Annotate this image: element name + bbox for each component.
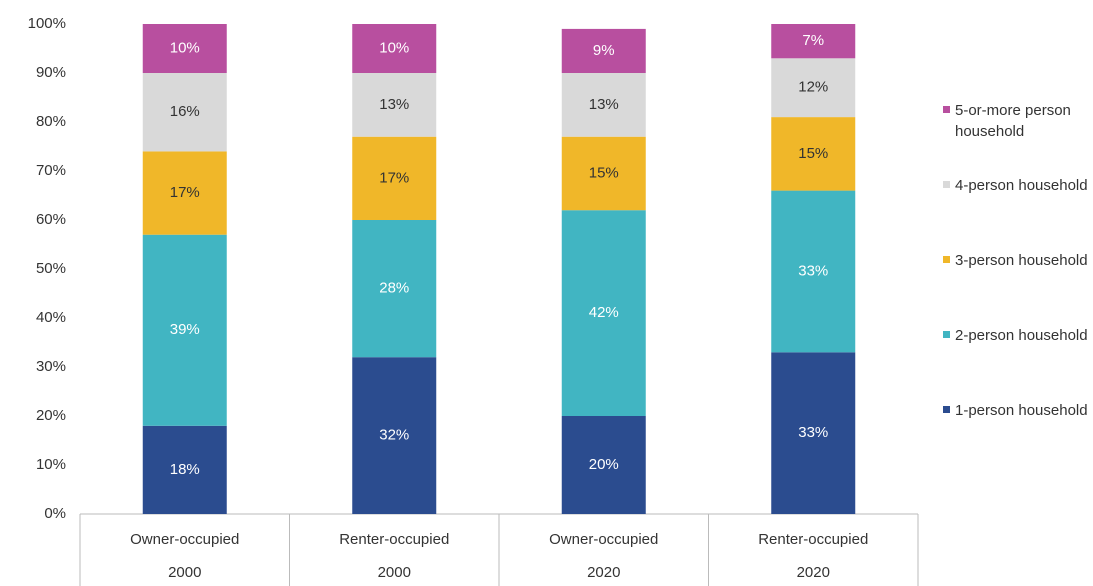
bar-segment (352, 73, 437, 137)
x-tick-label: Renter-occupied (758, 531, 868, 548)
bar-segment (771, 117, 856, 191)
bar-segment (771, 352, 856, 514)
legend-item: 2-person household (943, 325, 1093, 400)
y-tick-label: 30% (36, 358, 66, 375)
bar-segment (352, 220, 437, 358)
data-label: 17% (379, 169, 409, 186)
data-label: 20% (589, 456, 619, 473)
legend-item: 3-person household (943, 250, 1093, 325)
bar-segment (561, 73, 646, 137)
legend-label: 5-or-more person household (955, 102, 1071, 140)
data-label: 15% (589, 164, 619, 181)
bar-segment (142, 234, 227, 426)
data-label: 16% (170, 103, 200, 120)
bar-segment (142, 24, 227, 73)
data-label: 10% (379, 39, 409, 56)
y-tick-label: 80% (36, 113, 66, 130)
bar-segment (142, 151, 227, 235)
data-label: 10% (170, 39, 200, 56)
legend-label: 1-person household (955, 402, 1088, 419)
data-label: 39% (170, 321, 200, 338)
y-tick-label: 10% (36, 456, 66, 473)
y-tick-label: 0% (44, 505, 66, 522)
legend-swatch (943, 331, 950, 338)
legend-item: 4-person household (943, 175, 1093, 250)
data-label: 42% (589, 304, 619, 321)
data-label: 33% (798, 424, 828, 441)
x-tick-label: Owner-occupied (130, 531, 239, 548)
x-tick-label: Renter-occupied (339, 531, 449, 548)
legend-label: 2-person household (955, 327, 1088, 344)
legend-swatch (943, 256, 950, 263)
y-tick-label: 40% (36, 309, 66, 326)
y-tick-label: 50% (36, 260, 66, 277)
legend-swatch (943, 181, 950, 188)
bar-segment (142, 73, 227, 152)
x-tick-label: Owner-occupied (549, 531, 658, 548)
data-label: 32% (379, 427, 409, 444)
x-group-label: 2020 (797, 564, 830, 581)
bar-segment (561, 210, 646, 416)
bar-segment (561, 136, 646, 211)
legend-item: 1-person household (943, 400, 1093, 475)
data-label: 28% (379, 280, 409, 297)
y-tick-label: 90% (36, 64, 66, 81)
data-label: 15% (798, 145, 828, 162)
x-group-label: 2000 (378, 564, 411, 581)
x-group-label: 2020 (587, 564, 620, 581)
bar-segment (771, 24, 856, 59)
bar-segment (352, 24, 437, 73)
y-tick-label: 60% (36, 211, 66, 228)
bar-segment (771, 58, 856, 118)
legend-label: 3-person household (955, 252, 1088, 269)
legend: 5-or-more person household 4-person house… (943, 100, 1093, 475)
y-tick-label: 70% (36, 162, 66, 179)
data-label: 12% (798, 79, 828, 96)
data-label: 13% (379, 96, 409, 113)
x-group-label: 2000 (168, 564, 201, 581)
y-tick-label: 20% (36, 407, 66, 424)
bar-segment (561, 416, 646, 514)
legend-swatch (943, 106, 950, 113)
legend-swatch (943, 406, 950, 413)
data-label: 9% (593, 42, 615, 59)
bar-segment (771, 190, 856, 353)
legend-item: 5-or-more person household (943, 100, 1093, 175)
bar-segment (561, 28, 646, 73)
data-label: 17% (170, 184, 200, 201)
bar-segment (352, 357, 437, 514)
data-label: 18% (170, 461, 200, 478)
bar-segment (352, 136, 437, 220)
data-label: 7% (802, 32, 824, 49)
legend-label: 4-person household (955, 177, 1088, 194)
data-label: 13% (589, 96, 619, 113)
y-tick-label: 100% (28, 15, 66, 32)
bar-segment (142, 425, 227, 514)
data-label: 33% (798, 262, 828, 279)
